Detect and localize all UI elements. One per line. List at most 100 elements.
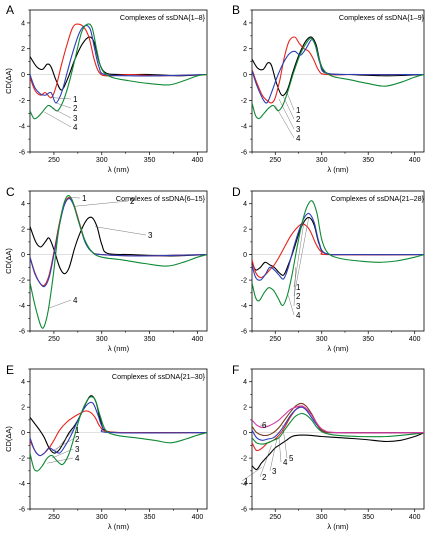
- panel-c-series-4-line: [30, 194, 207, 329]
- panel-c-curve-label: 2: [130, 197, 135, 206]
- panel-f-curve-label: 1: [244, 477, 249, 486]
- panel-e-frame: [29, 368, 208, 510]
- panel-b-ytick-label: -4: [241, 124, 247, 131]
- panel-b-curve-label: 4: [296, 134, 301, 143]
- panel-f-ytick-label: -2: [241, 456, 247, 463]
- panel-a-ytick-label: 4: [21, 20, 25, 27]
- panel-a-ytick-label: 0: [21, 72, 25, 79]
- panel-d-series-1-line: [252, 216, 424, 276]
- panel-b-curve-label-leader: [282, 95, 295, 120]
- panel-a-frame: [29, 9, 208, 153]
- panel-a-curve-label-leader: [51, 107, 72, 119]
- panel-c-curve-label: 1: [82, 194, 87, 203]
- panel-f-curve-label: 4: [283, 458, 288, 467]
- panel-c-curve-label-leader: [74, 200, 129, 207]
- panel-d-xtick-label: 400: [409, 336, 421, 343]
- panel-d-xtick-label: 300: [316, 336, 328, 343]
- panel-a-curve-label: 2: [73, 104, 78, 113]
- panel-b-title: Complexes of ssDNA{1–9}: [339, 13, 425, 22]
- panel-a-series-3-line: [30, 24, 207, 104]
- panel-a-series-4-line: [30, 23, 207, 120]
- panel-b-ytick-label: 4: [243, 20, 247, 27]
- panel-c-series-1-line: [30, 216, 207, 275]
- panel-e-ytick-label: -2: [19, 456, 25, 463]
- panel-e-ytick-label: -4: [19, 481, 25, 488]
- panel-c-ytick-label: 0: [21, 252, 25, 259]
- panel-f-frame: [251, 368, 425, 510]
- panel-a-ylabel: CD(ΔA): [4, 68, 13, 94]
- panel-d-title: Complexes of ssDNA{21–28}: [331, 194, 425, 203]
- panel-f-ytick-label: -6: [241, 507, 247, 514]
- panel-c-curve-label-leader: [68, 197, 81, 199]
- panel-e-ytick-label: 2: [21, 405, 25, 412]
- panel-c-curve-label: 4: [73, 296, 78, 305]
- panel-c-ytick-label: -6: [19, 329, 25, 336]
- panel-a-curve-label: 3: [73, 114, 78, 123]
- panel-f-xtick-label: 250: [269, 514, 281, 521]
- panel-d-xlabel: λ (nm): [327, 344, 349, 353]
- panel-c-letter: C: [6, 185, 15, 199]
- panel-b-curve-label: 2: [296, 115, 301, 124]
- panel-d-curve-label-leader: [293, 217, 309, 297]
- panel-a-curve-label-leader: [55, 102, 72, 109]
- panel-b-series-2-line: [252, 36, 424, 104]
- panel-c-curve-label-leader: [95, 226, 147, 236]
- panel-e-ytick-label: -6: [19, 507, 25, 514]
- panel-d-series-2-line: [252, 223, 424, 279]
- panel-d-series-3-line: [252, 212, 424, 281]
- panel-d-curve-label: 4: [296, 311, 301, 320]
- panel-d-curve-label-leader: [293, 267, 296, 307]
- panel-c-xtick-label: 250: [48, 336, 60, 343]
- panel-e-curve-label-leader: [54, 429, 74, 452]
- panel-c-ytick-label: 4: [21, 201, 25, 208]
- panel-f-curve-label-leader: [269, 437, 278, 472]
- panel-e-curve-label: 4: [75, 454, 80, 463]
- panel-f-ytick-label: 0: [243, 430, 247, 437]
- panel-a-xtick-label: 350: [144, 157, 156, 164]
- panel-c-curve-label: 3: [148, 231, 153, 240]
- panel-d-ytick-label: -2: [241, 278, 247, 285]
- panel-f-curve-label-leader: [259, 445, 272, 478]
- panel-f-ytick-label: 4: [243, 379, 247, 386]
- panel-b-ytick-label: -2: [241, 98, 247, 105]
- panel-f-ytick-label: 2: [243, 405, 247, 412]
- panel-c-frame: [29, 190, 208, 332]
- panel-b-curve-label: 1: [296, 106, 301, 115]
- panel-c-xtick-label: 350: [144, 336, 156, 343]
- panel-d-curve-label-leader: [288, 295, 295, 316]
- panel-c-ylabel: CD(ΔA): [4, 248, 13, 274]
- panel-e-curve-label: 1: [75, 426, 80, 435]
- panel-b-series-4-line: [252, 37, 424, 120]
- panel-b-ytick-label: 0: [243, 72, 247, 79]
- panel-e-curve-label: 3: [75, 445, 80, 454]
- panel-e-curve-label-leader: [51, 448, 74, 459]
- panel-a-ytick-label: 2: [21, 46, 25, 53]
- panel-d-series-4-line: [252, 200, 424, 307]
- panel-a-curve-label: 1: [73, 95, 78, 104]
- panel-e-xlabel: λ (nm): [108, 522, 130, 531]
- panel-d-letter: D: [232, 185, 241, 199]
- panel-a-title: Complexes of ssDNA{1–8}: [120, 13, 206, 22]
- panel-e-ytick-label: 0: [21, 430, 25, 437]
- panel-a-xtick-label: 250: [48, 157, 60, 164]
- panel-f-xtick-label: 300: [316, 514, 328, 521]
- panel-e-xtick-label: 300: [96, 514, 108, 521]
- panel-d-curve-label: 1: [296, 283, 301, 292]
- panel-d-curve-label-leader: [293, 221, 305, 288]
- panel-f-curve-label: 3: [272, 467, 277, 476]
- panel-b-ytick-label: 2: [243, 46, 247, 53]
- panel-f-series-4-line: [252, 412, 424, 445]
- panel-e-xtick-label: 350: [144, 514, 156, 521]
- panel-d-curve-label: 2: [296, 292, 301, 301]
- panel-b-xtick-label: 350: [362, 157, 374, 164]
- panel-b-curve-label-leader: [278, 98, 295, 130]
- panel-c-title: Complexes of ssDNA{6–15}: [116, 194, 206, 203]
- panel-d-ytick-label: 2: [243, 227, 247, 234]
- panel-a-ytick-label: -2: [19, 98, 25, 105]
- panel-f-series-5-line: [252, 402, 424, 437]
- panel-f-curve-label: 5: [289, 454, 294, 463]
- panel-b-curve-label-leader: [286, 91, 295, 111]
- panel-f-curve-label-leader: [259, 424, 268, 427]
- panel-f-curve-label: 2: [262, 473, 267, 482]
